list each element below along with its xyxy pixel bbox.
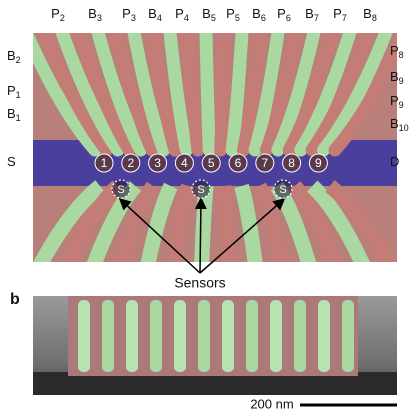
label-base: B [390, 69, 399, 84]
sensors-label: Sensors [174, 275, 225, 291]
label-base: B [252, 6, 261, 21]
dot-label: 5 [208, 156, 215, 170]
electrode-label: D [390, 154, 399, 169]
pillar [318, 300, 330, 372]
label-sub: 9 [399, 76, 404, 86]
label-sub: 2 [16, 55, 21, 65]
electrode-label: B9 [390, 69, 404, 86]
electrode-label: P7 [333, 6, 347, 23]
label-base: B [7, 106, 16, 121]
label-sub: 6 [261, 13, 266, 23]
sem-image-b [33, 296, 397, 395]
label-sub: 8 [399, 50, 404, 60]
electrode-label: B5 [202, 6, 216, 23]
label-sub: 8 [372, 13, 377, 23]
label-base: P [390, 43, 399, 58]
finger [224, 186, 229, 265]
electrode-label: P6 [277, 6, 291, 23]
sensor-mark: S [117, 184, 124, 196]
electrode-label: P1 [7, 83, 21, 100]
electrode-label: P8 [390, 43, 404, 60]
label-base: P [333, 6, 342, 21]
dot-label: 8 [288, 156, 295, 170]
label-base: P [122, 6, 131, 21]
label-base: P [7, 83, 16, 98]
electrode-label: B3 [88, 6, 102, 23]
dot-label: 6 [235, 156, 242, 170]
electrode-label: B8 [363, 6, 377, 23]
label-base: P [175, 6, 184, 21]
label-sub: 4 [157, 13, 162, 23]
pillar [246, 300, 258, 372]
label-base: B [363, 6, 372, 21]
label-base: B [148, 6, 157, 21]
sem-image-a [25, 30, 405, 265]
pillar [198, 300, 210, 372]
pillar [222, 300, 234, 372]
electrode-label: P4 [175, 6, 189, 23]
label-sub: 7 [314, 13, 319, 23]
electrode-label: B2 [7, 48, 21, 65]
pillar [78, 300, 90, 372]
electrode-label: P5 [226, 6, 240, 23]
electrode-label: B10 [390, 116, 409, 133]
pillar [102, 300, 114, 372]
electrode-label: P9 [390, 93, 404, 110]
label-base: B [202, 6, 211, 21]
electrode-label: B6 [252, 6, 266, 23]
label-sub: 3 [131, 13, 136, 23]
pillar [174, 300, 186, 372]
label-sub: 10 [399, 123, 409, 133]
finger [221, 30, 224, 150]
label-base: P [226, 6, 235, 21]
pillar [126, 300, 138, 372]
label-base: B [7, 48, 16, 63]
finger [206, 30, 209, 150]
sensor-mark: S [279, 184, 286, 196]
label-sub: 4 [184, 13, 189, 23]
arrow [200, 200, 201, 273]
label-base: P [51, 6, 60, 21]
label-base: P [390, 93, 399, 108]
scale-bar-label: 200 nm [250, 396, 293, 411]
electrode-label: B4 [148, 6, 162, 23]
label-base: D [390, 154, 399, 169]
label-base: P [277, 6, 286, 21]
electrode-label: B1 [7, 106, 21, 123]
pillar [270, 300, 282, 372]
figure: b Sensors 200 nm P2B3P3B4P4B5P5B6P6B7P7B… [0, 0, 415, 411]
dot-label: 2 [127, 156, 134, 170]
electrode-label: B7 [305, 6, 319, 23]
electrode-label: S [7, 154, 16, 169]
dot-label: 4 [181, 156, 188, 170]
label-sub: 1 [16, 90, 21, 100]
pillar [342, 300, 354, 372]
pillar [294, 300, 306, 372]
dot-label: 1 [101, 156, 108, 170]
electrode-label: P2 [51, 6, 65, 23]
label-base: B [88, 6, 97, 21]
dot-label: 9 [315, 156, 322, 170]
label-sub: 3 [97, 13, 102, 23]
dot-label: 3 [154, 156, 161, 170]
sensor-mark: S [197, 184, 204, 196]
dot-label: 7 [261, 156, 268, 170]
label-sub: 9 [399, 100, 404, 110]
label-sub: 7 [342, 13, 347, 23]
label-sub: 5 [235, 13, 240, 23]
label-base: B [390, 116, 399, 131]
label-sub: 2 [60, 13, 65, 23]
label-sub: 5 [211, 13, 216, 23]
label-sub: 1 [16, 113, 21, 123]
label-sub: 6 [286, 13, 291, 23]
pillar [150, 300, 162, 372]
label-base: B [305, 6, 314, 21]
label-base: S [7, 154, 16, 169]
electrode-label: P3 [122, 6, 136, 23]
panel-label: b [10, 291, 20, 308]
